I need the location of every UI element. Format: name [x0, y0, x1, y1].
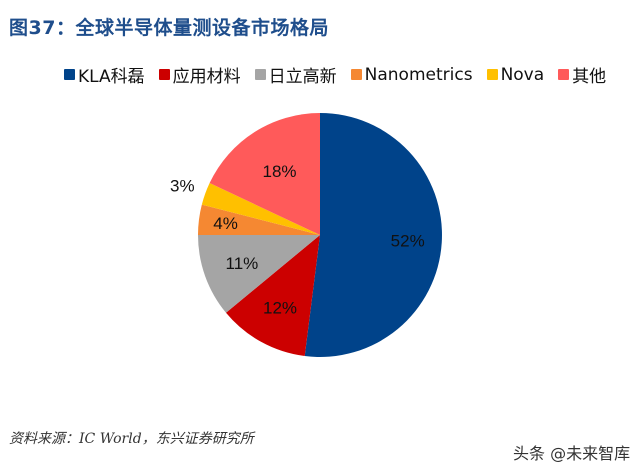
legend-label-others: 其他	[572, 67, 607, 87]
pie-label-nova: 3%	[170, 176, 195, 195]
pie-slice-nova	[201, 183, 320, 235]
pie-slice-nanometrics	[198, 204, 320, 235]
pie-slice-others	[209, 113, 320, 235]
legend-label-applied-materials: 应用材料	[172, 67, 241, 87]
legend-item-applied-materials: 应用材料	[158, 62, 241, 87]
pie-slice-kla	[304, 113, 442, 357]
legend-label-nanometrics: Nanometrics	[364, 64, 473, 85]
legend-label-nova: Nova	[500, 64, 545, 85]
pie-slice-hitachi	[198, 235, 320, 313]
pie-label-applied-materials: 12%	[263, 299, 297, 318]
legend-swatch-nova	[486, 69, 498, 80]
legend-label-kla: KLA科磊	[78, 67, 145, 87]
pie-label-hitachi: 11%	[226, 254, 259, 273]
source-note: 资料来源：IC World，东兴证券研究所	[9, 431, 254, 447]
pie-label-kla: 52%	[391, 232, 425, 251]
legend-swatch-hitachi	[254, 69, 266, 80]
chart-title: 图37：全球半导体量测设备市场格局	[9, 17, 329, 39]
legend-item-nanometrics: Nanometrics	[350, 64, 473, 85]
pie-label-nanometrics: 4%	[213, 214, 238, 233]
legend-swatch-applied-materials	[158, 69, 170, 80]
legend-item-nova: Nova	[486, 64, 545, 85]
legend-label-hitachi: 日立高新	[268, 67, 337, 87]
legend-item-kla: KLA科磊	[64, 62, 145, 87]
watermark: 头条 @未来智库	[513, 444, 631, 463]
pie-slice-applied-materials	[226, 235, 320, 357]
chart-legend: KLA科磊 应用材料 日立高新 Nanometrics Nova 其他	[64, 62, 620, 87]
legend-item-others: 其他	[558, 62, 606, 87]
legend-swatch-others	[558, 69, 570, 80]
legend-swatch-nanometrics	[350, 69, 362, 80]
pie-labels: 52% 12% 11% 4% 3% 18%	[170, 162, 425, 318]
pie-slices	[198, 113, 442, 357]
legend-item-hitachi: 日立高新	[254, 62, 337, 87]
pie-label-others: 18%	[262, 162, 296, 181]
legend-swatch-kla	[64, 69, 75, 80]
